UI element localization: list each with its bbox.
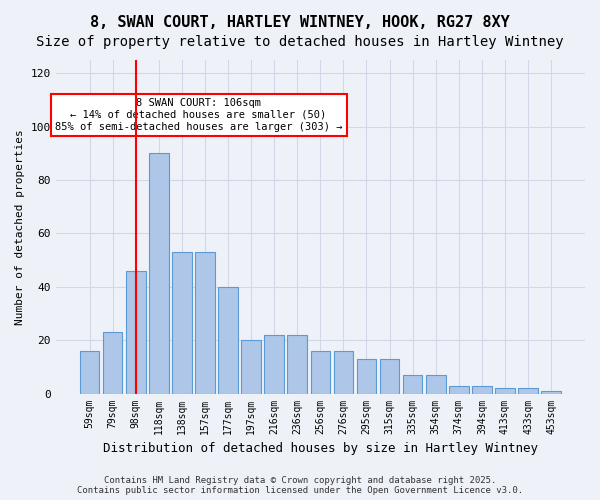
Bar [495, 388, 515, 394]
Bar [311, 351, 330, 394]
Bar [149, 154, 169, 394]
Bar [195, 252, 215, 394]
Text: Size of property relative to detached houses in Hartley Wintney: Size of property relative to detached ho… [36, 35, 564, 49]
Bar [403, 375, 422, 394]
Bar [103, 332, 122, 394]
Bar [218, 287, 238, 394]
Bar [541, 391, 561, 394]
Text: Contains HM Land Registry data © Crown copyright and database right 2025.
Contai: Contains HM Land Registry data © Crown c… [77, 476, 523, 495]
Bar [80, 351, 100, 394]
Bar [334, 351, 353, 394]
Bar [426, 375, 446, 394]
Bar [287, 335, 307, 394]
Bar [356, 359, 376, 394]
Y-axis label: Number of detached properties: Number of detached properties [15, 129, 25, 324]
Bar [265, 335, 284, 394]
Bar [449, 386, 469, 394]
Bar [241, 340, 261, 394]
Bar [172, 252, 191, 394]
Bar [518, 388, 538, 394]
Bar [472, 386, 492, 394]
Text: 8, SWAN COURT, HARTLEY WINTNEY, HOOK, RG27 8XY: 8, SWAN COURT, HARTLEY WINTNEY, HOOK, RG… [90, 15, 510, 30]
Text: 8 SWAN COURT: 106sqm
← 14% of detached houses are smaller (50)
85% of semi-detac: 8 SWAN COURT: 106sqm ← 14% of detached h… [55, 98, 343, 132]
Bar [126, 271, 146, 394]
X-axis label: Distribution of detached houses by size in Hartley Wintney: Distribution of detached houses by size … [103, 442, 538, 455]
Bar [380, 359, 400, 394]
